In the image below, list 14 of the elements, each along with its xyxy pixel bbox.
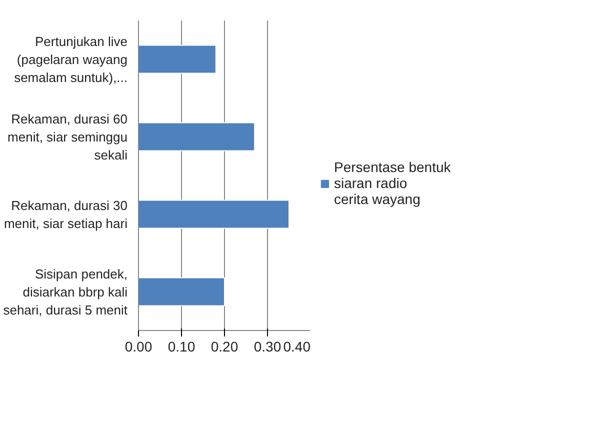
x-tick-label: 0.00 bbox=[124, 338, 152, 354]
y-tick-label: Sisipan pendek, disiarkan bbrp kali sehari, durasi 5 menit bbox=[3, 266, 128, 318]
x-tick-label: 0.10 bbox=[168, 338, 196, 354]
bar bbox=[138, 44, 216, 74]
x-tick-label: 0.20 bbox=[210, 338, 238, 354]
y-tick-label: Rekaman, durasi 30 menit, siar setiap hari bbox=[4, 198, 128, 231]
y-tick-label: Rekaman, durasi 60 menit, siar seminggu sekali bbox=[8, 111, 128, 162]
y-tick-label: Pertunjukan live (pagelaran wayang semalam suntuk),... bbox=[14, 34, 128, 85]
bar bbox=[138, 122, 256, 152]
bar bbox=[138, 200, 290, 229]
bar bbox=[138, 277, 225, 306]
x-tick-label: 0.30 bbox=[254, 338, 282, 354]
x-tick-label: 0.40 bbox=[283, 338, 311, 354]
legend-label: Persentase bentuk siaran radio cerita wayang bbox=[334, 159, 451, 207]
